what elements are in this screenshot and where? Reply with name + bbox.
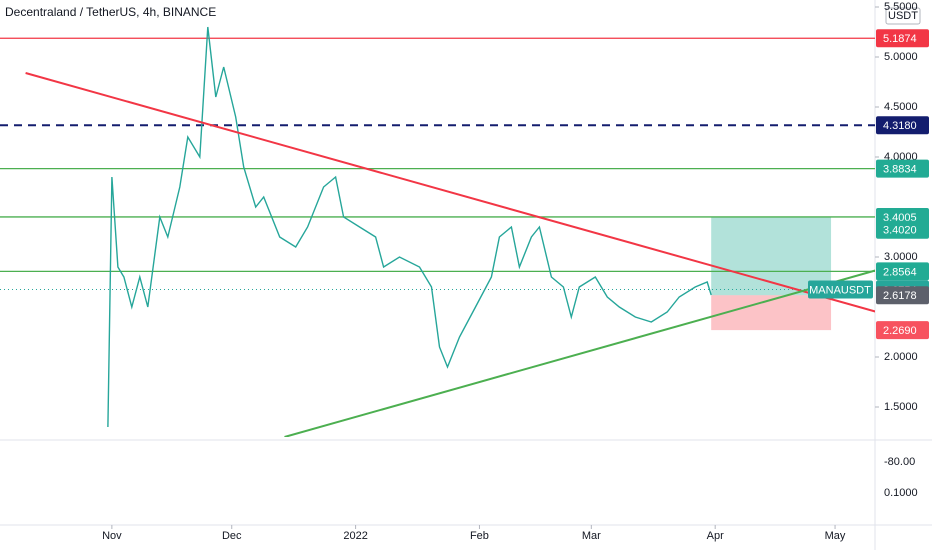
level-box bbox=[876, 159, 929, 178]
trendline bbox=[25, 72, 875, 313]
level-label: 3.8834 bbox=[883, 164, 917, 176]
entry-box bbox=[876, 286, 929, 305]
stop-box bbox=[876, 321, 929, 340]
symbol-tag: MANAUSDT bbox=[809, 284, 871, 296]
x-tick-label: Feb bbox=[470, 530, 489, 542]
target-label: 3.4020 bbox=[883, 225, 917, 237]
currency-box[interactable] bbox=[885, 7, 921, 25]
level-label: 2.8564 bbox=[883, 266, 917, 278]
loss-zone bbox=[711, 295, 832, 331]
y-tick-label: 5.5000 bbox=[884, 1, 918, 13]
x-tick-label: Mar bbox=[582, 530, 601, 542]
y-tick-label: 2.0000 bbox=[884, 351, 918, 363]
indicator-tick-label: 0.1000 bbox=[884, 487, 918, 499]
level-box bbox=[876, 29, 929, 48]
y-tick-label: 5.0000 bbox=[884, 51, 918, 63]
x-tick-label: Apr bbox=[707, 530, 724, 542]
x-tick-label: Nov bbox=[102, 530, 122, 542]
currency[interactable]: USDT bbox=[888, 10, 918, 22]
x-tick-label: 2022 bbox=[343, 530, 367, 542]
target-box bbox=[876, 220, 929, 239]
level-label: 4.3180 bbox=[883, 120, 917, 132]
level-label: 5.1874 bbox=[883, 33, 917, 45]
symbol-tag-box bbox=[808, 280, 873, 299]
y-tick-label: 1.5000 bbox=[884, 401, 918, 413]
indicator-tick-label: -80.00 bbox=[884, 456, 915, 468]
x-tick-label: May bbox=[825, 530, 846, 542]
y-tick-label: 3.0000 bbox=[884, 251, 918, 263]
price-line bbox=[107, 26, 712, 428]
level-box bbox=[876, 262, 929, 281]
stop-label: 2.2690 bbox=[883, 325, 917, 337]
level-box bbox=[876, 116, 929, 135]
trendline bbox=[284, 269, 875, 437]
entry-label: 2.6178 bbox=[883, 290, 917, 302]
x-tick-label: Dec bbox=[222, 530, 242, 542]
chart-title: Decentraland / TetherUS, 4h, BINANCE bbox=[5, 5, 216, 19]
y-tick-label: 4.5000 bbox=[884, 101, 918, 113]
